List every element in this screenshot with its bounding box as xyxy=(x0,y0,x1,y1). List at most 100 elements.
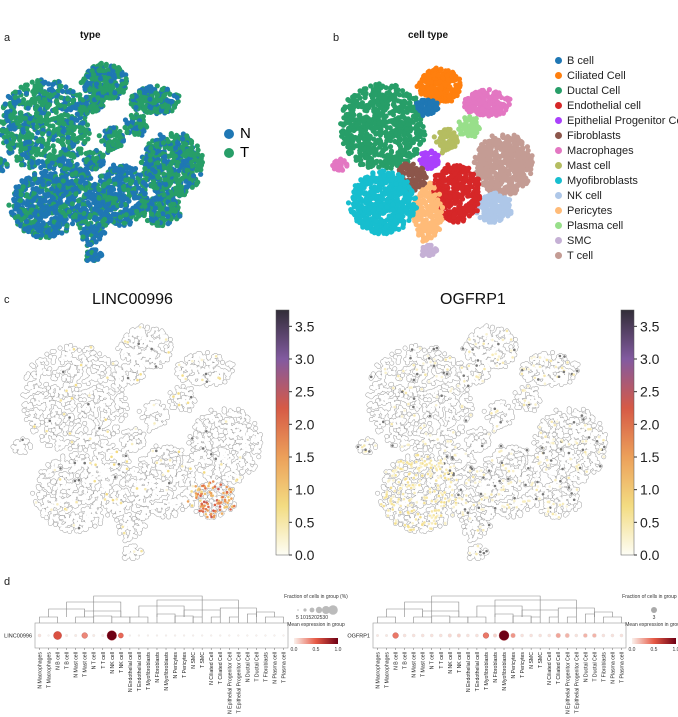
cell-point xyxy=(127,169,134,176)
cell-point xyxy=(359,100,365,106)
cell-point xyxy=(378,138,384,144)
cell-point xyxy=(90,257,96,263)
panel-label-b: b xyxy=(333,32,339,44)
cell-point xyxy=(84,156,90,163)
cell-point xyxy=(34,186,40,192)
cell-point xyxy=(87,104,93,111)
cell-point xyxy=(442,82,449,88)
cell-point xyxy=(70,143,76,149)
cell-point xyxy=(186,180,193,187)
cell-point xyxy=(25,105,31,111)
cell-point xyxy=(172,145,179,151)
cell-point xyxy=(93,203,100,209)
cell-point xyxy=(155,160,161,166)
cell-point xyxy=(136,213,142,219)
cell-point xyxy=(58,95,64,101)
cell-point xyxy=(111,125,117,131)
cell-point xyxy=(54,98,60,104)
cell-point xyxy=(137,101,143,107)
cell-point xyxy=(111,73,117,79)
cell-point xyxy=(60,141,66,147)
cell-point xyxy=(0,120,7,127)
cell-point xyxy=(192,151,198,157)
legend-label: Macrophages xyxy=(567,145,634,157)
cell-point xyxy=(60,178,66,184)
gene-title-ogfrp1: OGFRP1 xyxy=(440,291,506,309)
cell-point xyxy=(361,146,367,152)
cell-point xyxy=(419,97,425,103)
cell-point xyxy=(382,158,388,164)
cell-point xyxy=(99,153,106,160)
cell-point xyxy=(359,128,365,134)
cell-point xyxy=(4,161,10,167)
cell-point xyxy=(69,152,75,159)
cell-point xyxy=(172,185,179,192)
cell-point xyxy=(166,146,173,152)
cell-point xyxy=(50,81,56,87)
panel-a-title: type xyxy=(80,30,101,41)
cell-point xyxy=(18,162,25,168)
cell-point xyxy=(65,96,71,102)
cell-point xyxy=(89,68,95,74)
cell-point xyxy=(481,88,487,94)
cell-point xyxy=(123,80,129,86)
legend-dot-icon xyxy=(224,128,234,139)
cell-point xyxy=(26,139,33,145)
cell-point xyxy=(134,208,140,215)
legend-item: Macrophages xyxy=(555,143,678,158)
cell-point xyxy=(347,146,353,152)
cell-point xyxy=(78,150,84,156)
cell-point xyxy=(397,122,404,129)
cell-point xyxy=(27,115,33,122)
cell-point xyxy=(198,171,204,177)
cell-point xyxy=(11,109,18,116)
cell-point xyxy=(60,158,66,165)
legend-item: NK cell xyxy=(555,188,678,203)
cell-point xyxy=(61,121,67,127)
cell-point xyxy=(102,74,108,81)
cell-point xyxy=(29,160,35,166)
cell-point xyxy=(339,129,345,135)
cell-point xyxy=(373,139,379,145)
legend-dot-icon xyxy=(555,57,562,64)
cell-point xyxy=(343,161,349,167)
cell-point xyxy=(129,93,135,99)
cell-point xyxy=(40,221,46,227)
cell-point xyxy=(144,217,151,224)
cell-point xyxy=(164,206,170,212)
cell-point xyxy=(475,124,481,130)
cell-point xyxy=(401,99,407,105)
cell-point xyxy=(142,106,148,112)
cell-point xyxy=(68,120,74,126)
cell-point xyxy=(171,93,177,99)
cell-point xyxy=(152,196,158,203)
cell-point xyxy=(22,145,28,151)
cell-point xyxy=(42,198,48,204)
cell-point xyxy=(434,139,440,145)
cell-point xyxy=(351,112,357,118)
cell-point xyxy=(101,216,108,222)
legend-label: B cell xyxy=(567,55,594,67)
cell-point xyxy=(80,234,86,240)
cell-point xyxy=(424,72,431,78)
cell-point xyxy=(147,172,153,178)
cell-point xyxy=(434,154,441,160)
cell-point xyxy=(429,109,435,115)
cell-point xyxy=(161,192,167,198)
cell-point xyxy=(137,124,144,130)
cell-point xyxy=(388,137,394,144)
cell-point xyxy=(44,193,50,199)
legend-dot-icon xyxy=(555,102,562,109)
cell-point xyxy=(158,108,165,114)
gene-title-linc00996: LINC00996 xyxy=(92,291,173,309)
cell-point xyxy=(150,149,156,155)
cell-point xyxy=(171,154,177,160)
cell-point xyxy=(35,180,41,186)
cell-point xyxy=(7,95,13,101)
cell-point xyxy=(60,192,67,199)
cell-point xyxy=(45,140,51,147)
cell-point xyxy=(8,209,14,215)
cell-point xyxy=(161,165,167,171)
cell-point xyxy=(2,101,8,107)
